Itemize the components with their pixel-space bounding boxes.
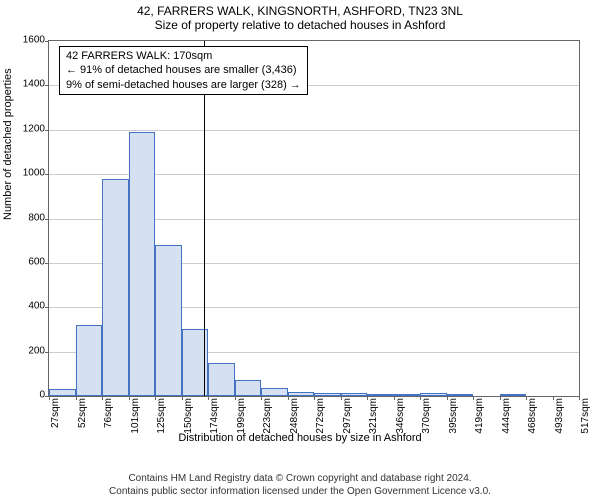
- histogram-bar: [129, 132, 155, 396]
- chart-container: 42, FARRERS WALK, KINGSNORTH, ASHFORD, T…: [0, 0, 600, 500]
- histogram-bar: [394, 394, 420, 396]
- y-tick-label: 0: [5, 390, 45, 401]
- x-tick-label: 395sqm: [448, 398, 459, 438]
- histogram-bar: [500, 394, 526, 396]
- x-tick-label: 493sqm: [554, 398, 565, 438]
- x-tick-label: 370sqm: [421, 398, 432, 438]
- y-tick-label: 600: [5, 256, 45, 267]
- y-tick-label: 1200: [5, 123, 45, 134]
- y-axis-label: Number of detached properties: [2, 68, 14, 220]
- info-line-1: 42 FARRERS WALK: 170sqm: [66, 49, 301, 63]
- page-title: 42, FARRERS WALK, KINGSNORTH, ASHFORD, T…: [0, 0, 600, 18]
- y-tick: [45, 41, 49, 42]
- x-tick-label: 150sqm: [183, 398, 194, 438]
- info-line-2: ← 91% of detached houses are smaller (3,…: [66, 63, 301, 77]
- y-tick: [45, 352, 49, 353]
- footer: Contains HM Land Registry data © Crown c…: [0, 472, 600, 498]
- info-box: 42 FARRERS WALK: 170sqm ← 91% of detache…: [59, 46, 308, 95]
- page-subtitle: Size of property relative to detached ho…: [0, 18, 600, 34]
- x-tick-label: 101sqm: [130, 398, 141, 438]
- x-tick-label: 419sqm: [474, 398, 485, 438]
- histogram-bar: [49, 389, 76, 396]
- histogram-bar: [420, 393, 447, 396]
- y-tick-label: 800: [5, 212, 45, 223]
- histogram-bar: [314, 393, 341, 396]
- histogram-bar: [102, 179, 129, 396]
- y-tick: [45, 219, 49, 220]
- x-tick-label: 248sqm: [289, 398, 300, 438]
- histogram-bar: [288, 392, 314, 396]
- y-tick: [45, 263, 49, 264]
- y-tick-label: 200: [5, 345, 45, 356]
- x-tick-label: 52sqm: [77, 398, 88, 438]
- x-tick-label: 297sqm: [342, 398, 353, 438]
- histogram-bar: [261, 388, 288, 396]
- x-tick-label: 517sqm: [580, 398, 591, 438]
- histogram-bar: [155, 245, 182, 396]
- y-tick-label: 1000: [5, 168, 45, 179]
- x-tick-label: 272sqm: [315, 398, 326, 438]
- histogram-bar: [76, 325, 102, 396]
- x-tick-label: 27sqm: [50, 398, 61, 438]
- info-line-3: 9% of semi-detached houses are larger (3…: [66, 78, 301, 92]
- y-tick-label: 1600: [5, 35, 45, 46]
- footer-line-1: Contains HM Land Registry data © Crown c…: [0, 472, 600, 485]
- x-tick-label: 199sqm: [236, 398, 247, 438]
- y-tick: [45, 307, 49, 308]
- x-tick-label: 444sqm: [501, 398, 512, 438]
- histogram-bar: [341, 393, 367, 396]
- histogram-bar: [367, 394, 394, 396]
- x-tick-label: 223sqm: [262, 398, 273, 438]
- y-tick: [45, 174, 49, 175]
- y-tick: [45, 130, 49, 131]
- x-tick-label: 346sqm: [395, 398, 406, 438]
- x-tick-label: 174sqm: [209, 398, 220, 438]
- histogram-bar: [447, 394, 473, 396]
- y-tick-label: 400: [5, 301, 45, 312]
- x-tick-label: 76sqm: [103, 398, 114, 438]
- gridline: [49, 130, 579, 131]
- x-tick-label: 125sqm: [156, 398, 167, 438]
- y-tick: [45, 85, 49, 86]
- y-tick-label: 1400: [5, 79, 45, 90]
- x-tick-label: 321sqm: [368, 398, 379, 438]
- histogram-bar: [208, 363, 235, 396]
- x-tick-label: 468sqm: [527, 398, 538, 438]
- plot-area: 42 FARRERS WALK: 170sqm ← 91% of detache…: [48, 40, 580, 397]
- histogram-bar: [235, 380, 261, 396]
- footer-line-2: Contains public sector information licen…: [0, 485, 600, 498]
